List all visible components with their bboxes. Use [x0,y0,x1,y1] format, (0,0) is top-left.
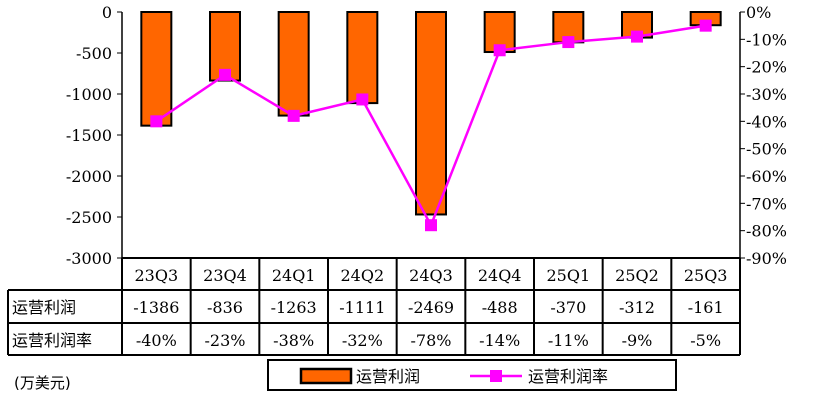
line-data-label: -11% [548,331,589,350]
bar-data-label: -2469 [408,298,454,317]
left-tick-label: 0 [102,3,112,22]
left-tick-label: -1000 [66,85,112,104]
margin-marker-25Q2 [631,30,643,43]
line-data-label: -40% [136,331,177,350]
legend-label: 运营利润率 [528,367,608,386]
line-data-label: -23% [205,331,246,350]
category-label: 24Q3 [409,266,453,285]
margin-marker-23Q3 [150,115,163,128]
right-tick-label: -40% [746,112,787,131]
left-tick-label: -500 [76,44,112,63]
category-label: 25Q2 [615,266,659,285]
margin-marker-23Q4 [219,68,231,81]
right-tick-label: -20% [746,58,787,77]
bar-data-label: -312 [619,298,655,317]
unit-note: (万美元) [14,374,71,392]
category-label: 23Q3 [135,266,179,285]
row-label: 运营利润率 [12,331,92,350]
bar-data-label: -370 [550,298,586,317]
right-tick-label: -10% [746,30,787,49]
bar-23Q3 [140,11,173,127]
left-tick-label: -1500 [66,126,112,145]
bar-24Q3 [415,11,447,216]
bar-24Q1 [277,11,310,117]
row-label: 运营利润 [12,298,76,317]
line-data-label: -38% [273,331,314,350]
margin-marker-24Q3 [425,219,437,232]
category-label: 23Q4 [203,266,247,285]
right-tick-label: -70% [746,194,787,213]
margin-marker-24Q1 [287,109,300,122]
line-data-label: -14% [479,331,520,350]
legend-marker-swatch [490,370,502,382]
line-data-label: -78% [411,331,452,350]
bar-data-label: -161 [688,298,724,317]
right-tick-label: -50% [746,140,787,159]
right-tick-label: -80% [746,222,787,241]
margin-marker-24Q2 [356,93,369,106]
left-tick-label: -3000 [66,249,112,268]
category-label: 25Q1 [547,266,591,285]
margin-marker-25Q3 [699,19,712,32]
bar-data-label: -1263 [271,298,317,317]
margin-marker-25Q1 [562,36,575,49]
left-tick-label: -2000 [66,167,112,186]
bar-data-label: -836 [207,298,243,317]
line-data-label: -9% [622,331,653,350]
category-label: 24Q1 [272,266,316,285]
legend-bar-swatch [299,367,353,385]
legend-label: 运营利润 [356,367,420,386]
bar-data-label: -1111 [339,298,385,317]
right-tick-label: -60% [746,167,787,186]
line-data-label: -5% [690,331,721,350]
category-label: 24Q2 [341,266,385,285]
right-tick-label: -90% [746,249,787,268]
bar-data-label: -1386 [133,298,179,317]
bar-data-label: -488 [482,298,518,317]
margin-marker-24Q4 [493,44,506,57]
bar-24Q2 [346,11,379,105]
line-data-label: -32% [342,331,383,350]
left-tick-label: -2500 [66,208,112,227]
category-label: 25Q3 [684,266,728,285]
right-tick-label: 0% [746,3,771,22]
category-label: 24Q4 [478,266,522,285]
right-tick-label: -30% [746,85,787,104]
